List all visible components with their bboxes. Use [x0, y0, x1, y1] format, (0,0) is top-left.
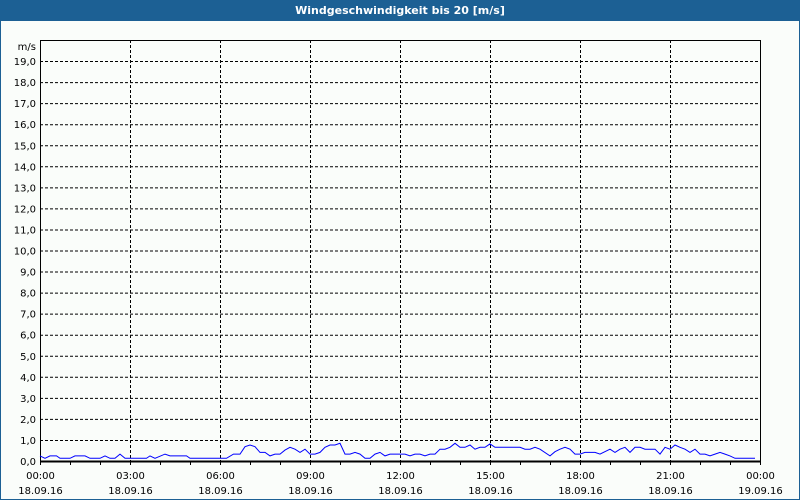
x-tick-date: 18.09.16	[468, 486, 513, 497]
x-tick-time: 00:00	[746, 471, 775, 482]
x-tick-time: 06:00	[206, 471, 235, 482]
y-tick-label: 17,0	[14, 99, 36, 110]
y-tick-label: 10,0	[14, 247, 36, 258]
y-tick-label: 9,0	[20, 268, 36, 279]
y-tick-label: 5,0	[20, 352, 36, 363]
x-tick-date: 19.09.16	[738, 486, 783, 497]
y-tick-label: 19,0	[14, 57, 36, 68]
chart-title: Windgeschwindigkeit bis 20 [m/s]	[0, 0, 800, 21]
x-tick-date: 18.09.16	[378, 486, 423, 497]
y-tick-label: 16,0	[14, 120, 36, 131]
y-tick-label: 18,0	[14, 78, 36, 89]
y-tick-label: 11,0	[14, 225, 36, 236]
y-tick-label: 1,0	[20, 436, 36, 447]
y-tick-label: 2,0	[20, 415, 36, 426]
series-line	[39, 442, 755, 459]
y-tick-label: 4,0	[20, 373, 36, 384]
x-tick-date: 18.09.16	[198, 486, 243, 497]
x-tick-date: 18.09.16	[108, 486, 153, 497]
y-tick-label: 8,0	[20, 289, 36, 300]
x-tick-time: 21:00	[656, 471, 685, 482]
y-tick-label: 13,0	[14, 183, 36, 194]
x-tick-time: 15:00	[476, 471, 505, 482]
x-tick-time: 12:00	[386, 471, 415, 482]
x-tick-date: 18.09.16	[558, 486, 603, 497]
x-tick-date: 18.09.16	[288, 486, 333, 497]
x-tick-time: 03:00	[116, 471, 145, 482]
y-tick-label: 15,0	[14, 141, 36, 152]
x-tick-time: 09:00	[296, 471, 325, 482]
y-tick-label: 3,0	[20, 394, 36, 405]
y-tick-label: 14,0	[14, 162, 36, 173]
y-tick-label: 7,0	[20, 310, 36, 321]
y-axis-unit: m/s	[18, 42, 36, 53]
x-tick-date: 18.09.16	[648, 486, 693, 497]
x-tick-time: 18:00	[566, 471, 595, 482]
y-tick-label: 0,0	[20, 457, 36, 468]
x-tick-time: 00:00	[26, 471, 55, 482]
x-tick-date: 18.09.16	[18, 486, 63, 497]
y-tick-label: 12,0	[14, 204, 36, 215]
y-tick-label: 6,0	[20, 331, 36, 342]
